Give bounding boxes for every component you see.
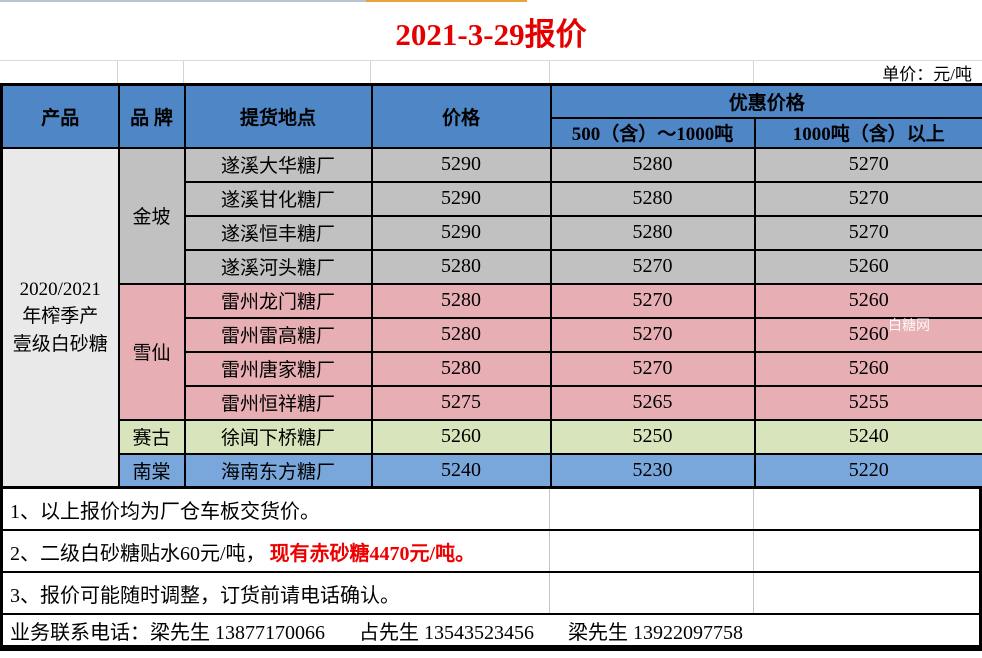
window-top-edge xyxy=(0,0,982,2)
price-cell: 5280 xyxy=(370,350,552,387)
price-cell: 5270 xyxy=(549,282,756,319)
header-discount: 优惠价格 xyxy=(549,83,982,119)
price-cell: 5280 xyxy=(370,248,552,285)
price-table-body: 2020/2021 年榨季产 壹级白砂糖 金坡 遂溪大华糖厂 5290 5280 5270 遂溪… xyxy=(0,146,982,489)
price-cell: 5270 xyxy=(753,214,982,251)
price-cell: 5260 xyxy=(753,248,982,285)
price-cell: 5230 xyxy=(549,452,756,489)
location-cell: 遂溪甘化糖厂 xyxy=(183,180,373,217)
price-cell: 5240 xyxy=(753,418,982,455)
header-tier1: 500（含）～1000吨 xyxy=(549,116,756,149)
price-cell: 5260 xyxy=(753,316,982,353)
note-row-2: 2、二级白砂糖贴水60元/吨， 现有赤砂糖4470元/吨。 xyxy=(0,531,982,573)
contact-label-and-first: 业务联系电话：梁先生 13877170066 xyxy=(10,621,325,644)
note-text: 2、二级白砂糖贴水60元/吨， xyxy=(10,542,266,565)
contact-row: 业务联系电话：梁先生 13877170066 占先生 13543523456 梁… xyxy=(0,615,982,651)
price-row: 遂溪河头糖厂 5280 5270 5260 xyxy=(2,248,982,285)
contact-entry: 梁先生 13922097758 xyxy=(568,621,743,644)
price-cell: 5280 xyxy=(549,180,756,217)
brand-cell: 雪仙 xyxy=(117,282,186,421)
location-cell: 雷州雷高糖厂 xyxy=(183,316,373,353)
price-cell: 5250 xyxy=(549,418,756,455)
price-row: 遂溪甘化糖厂 5290 5280 5270 xyxy=(2,180,982,217)
location-cell: 雷州唐家糖厂 xyxy=(183,350,373,387)
product-cell: 2020/2021 年榨季产 壹级白砂糖 xyxy=(0,146,120,489)
gridline xyxy=(549,531,550,571)
location-cell: 雷州恒祥糖厂 xyxy=(183,384,373,421)
price-cell: 5290 xyxy=(370,214,552,251)
location-cell: 遂溪河头糖厂 xyxy=(183,248,373,285)
note-row-1: 1、以上报价均为厂仓车板交货价。 xyxy=(0,489,982,531)
price-row: 2020/2021 年榨季产 壹级白砂糖 金坡 遂溪大华糖厂 5290 5280 5270 xyxy=(0,146,982,489)
unit-note: 单价：元/吨 xyxy=(882,64,972,84)
note-text: 3、报价可能随时调整，订货前请电话确认。 xyxy=(10,584,400,607)
gridline xyxy=(753,573,754,613)
contact-entry: 占先生 13543523456 xyxy=(359,621,534,644)
price-cell: 5280 xyxy=(370,316,552,353)
price-cell: 5255 xyxy=(753,384,982,421)
price-row: 赛古 徐闻下桥糖厂 5260 5250 5240 xyxy=(2,418,982,455)
price-row: 雷州恒祥糖厂 5275 5265 5255 xyxy=(2,384,982,421)
contact-entry: 梁先生 13877170066 xyxy=(150,621,325,644)
price-cell: 5290 xyxy=(370,180,552,217)
price-row: 南棠 海南东方糖厂 5240 5230 5220 xyxy=(2,452,982,489)
price-row: 雷州雷高糖厂 5280 5270 5260 xyxy=(2,316,982,353)
brand-cell: 金坡 xyxy=(117,146,186,285)
gridline xyxy=(549,573,550,613)
location-cell: 海南东方糖厂 xyxy=(183,452,373,489)
price-cell: 5270 xyxy=(549,350,756,387)
gridline xyxy=(753,489,754,529)
price-cell: 5260 xyxy=(753,282,982,319)
price-cell: 5270 xyxy=(753,146,982,183)
location-cell: 雷州龙门糖厂 xyxy=(183,282,373,319)
header-product: 产品 xyxy=(0,83,120,149)
price-cell: 5280 xyxy=(549,146,756,183)
price-cell: 5270 xyxy=(549,316,756,353)
brand-cell: 南棠 xyxy=(117,452,186,489)
location-cell: 徐闻下桥糖厂 xyxy=(183,418,373,455)
unit-note-row: 单价：元/吨 xyxy=(0,60,982,84)
note-row-3: 3、报价可能随时调整，订货前请电话确认。 xyxy=(0,573,982,615)
price-row: 雪仙 雷州龙门糖厂 5280 5270 5260 xyxy=(2,282,982,421)
price-row: 雷州唐家糖厂 5280 5270 5260 xyxy=(2,350,982,387)
price-cell: 5280 xyxy=(370,282,552,319)
top-edge-orange-segment xyxy=(366,0,527,2)
price-cell: 5240 xyxy=(370,452,552,489)
header-price: 价格 xyxy=(370,83,552,149)
price-cell: 5275 xyxy=(370,384,552,421)
top-edge-blue-segment xyxy=(0,0,366,2)
gridline xyxy=(370,61,371,83)
gridline xyxy=(549,489,550,529)
price-cell: 5220 xyxy=(753,452,982,489)
gridline xyxy=(753,61,754,83)
location-cell: 遂溪恒丰糖厂 xyxy=(183,214,373,251)
notes-section: 1、以上报价均为厂仓车板交货价。 2、二级白砂糖贴水60元/吨， 现有赤砂糖44… xyxy=(0,489,982,651)
price-cell: 5270 xyxy=(753,180,982,217)
gridline xyxy=(117,61,118,83)
brand-cell: 赛古 xyxy=(117,418,186,455)
gridline xyxy=(549,61,550,83)
price-cell: 5260 xyxy=(370,418,552,455)
price-cell: 5260 xyxy=(753,350,982,387)
price-cell: 5265 xyxy=(549,384,756,421)
location-cell: 遂溪大华糖厂 xyxy=(183,146,373,183)
header-tier2: 1000吨（含）以上 xyxy=(753,116,982,149)
gridline xyxy=(753,531,754,571)
note-highlight-red: 现有赤砂糖4470元/吨。 xyxy=(269,542,476,565)
price-table: 产品 品 牌 提货地点 价格 优惠价格 500（含）～1000吨 1000吨（含… xyxy=(0,83,982,489)
price-cell: 5280 xyxy=(549,214,756,251)
note-text: 1、以上报价均为厂仓车板交货价。 xyxy=(10,500,320,523)
price-row: 遂溪恒丰糖厂 5290 5280 5270 xyxy=(2,214,982,251)
price-cell: 5290 xyxy=(370,146,552,183)
page-title: 2021-3-29报价 xyxy=(395,16,587,52)
header-location: 提货地点 xyxy=(183,83,373,149)
gridline xyxy=(183,61,184,83)
price-cell: 5270 xyxy=(549,248,756,285)
header-brand: 品 牌 xyxy=(117,83,186,149)
